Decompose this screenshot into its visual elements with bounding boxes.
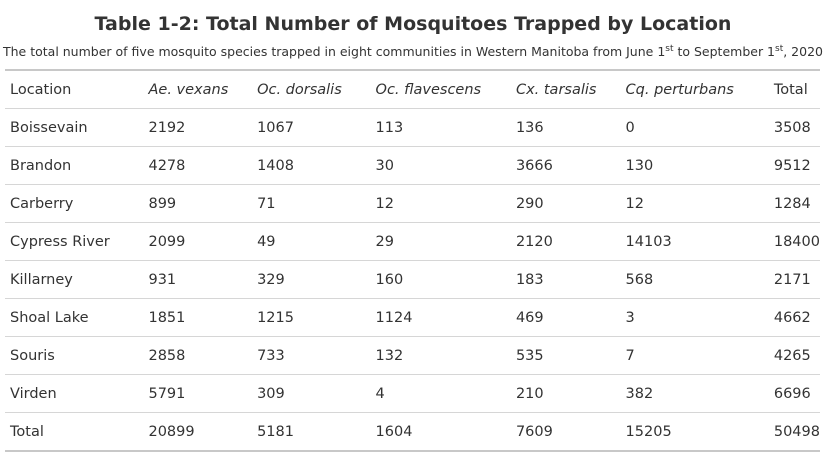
subtitle-sup-1: st bbox=[665, 44, 674, 54]
cell-total: 1284 bbox=[768, 184, 820, 223]
cell-value: 132 bbox=[370, 336, 511, 375]
cell-total: 6696 bbox=[768, 374, 820, 413]
header-ae-vexans: Ae. vexans bbox=[143, 69, 253, 109]
cell-value: 733 bbox=[252, 336, 371, 375]
table-subtitle: The total number of five mosquito specie… bbox=[0, 44, 826, 59]
table-row: Brandon 4278 1408 30 3666 130 9512 bbox=[5, 146, 820, 185]
cell-location: Boissevain bbox=[5, 108, 144, 147]
cell-value: 3 bbox=[620, 298, 769, 337]
header-row: Location Ae. vexans Oc. dorsalis Oc. fla… bbox=[5, 69, 820, 109]
cell-total: 4265 bbox=[768, 336, 820, 375]
cell-value: 14103 bbox=[620, 222, 769, 261]
cell-value: 4 bbox=[370, 374, 511, 413]
cell-value: 0 bbox=[620, 108, 769, 147]
cell-value: 183 bbox=[510, 260, 621, 299]
cell-value: 113 bbox=[370, 108, 511, 147]
cell-value: 2099 bbox=[143, 222, 253, 261]
subtitle-sup-2: st bbox=[775, 44, 784, 54]
cell-value: 160 bbox=[370, 260, 511, 299]
subtitle-text-2: to September 1 bbox=[673, 44, 776, 60]
cell-total: 9512 bbox=[768, 146, 820, 185]
cell-value: 5181 bbox=[252, 412, 371, 452]
cell-value: 931 bbox=[143, 260, 253, 299]
cell-value: 2858 bbox=[143, 336, 253, 375]
cell-value: 20899 bbox=[143, 412, 253, 452]
cell-value: 329 bbox=[252, 260, 371, 299]
cell-location: Shoal Lake bbox=[5, 298, 144, 337]
cell-value: 210 bbox=[510, 374, 621, 413]
cell-total: 50498 bbox=[768, 412, 820, 452]
subtitle-text-1: The total number of five mosquito specie… bbox=[2, 44, 666, 60]
cell-value: 1067 bbox=[252, 108, 371, 147]
header-total: Total bbox=[768, 69, 820, 109]
cell-value: 1124 bbox=[370, 298, 511, 337]
table-row: Shoal Lake 1851 1215 1124 469 3 4662 bbox=[5, 298, 820, 337]
cell-value: 71 bbox=[252, 184, 371, 223]
cell-value: 12 bbox=[370, 184, 511, 223]
cell-location: Carberry bbox=[5, 184, 144, 223]
cell-value: 136 bbox=[510, 108, 621, 147]
cell-total: 4662 bbox=[768, 298, 820, 337]
header-cx-tarsalis: Cx. tarsalis bbox=[510, 69, 621, 109]
cell-value: 30 bbox=[370, 146, 511, 185]
cell-value: 309 bbox=[252, 374, 371, 413]
cell-value: 49 bbox=[252, 222, 371, 261]
table-row: Cypress River 2099 49 29 2120 14103 1840… bbox=[5, 222, 820, 261]
table-row: Killarney 931 329 160 183 568 2171 bbox=[5, 260, 820, 299]
cell-value: 7 bbox=[620, 336, 769, 375]
cell-total: 2171 bbox=[768, 260, 820, 299]
cell-total: 18400 bbox=[768, 222, 820, 261]
cell-value: 2192 bbox=[143, 108, 253, 147]
cell-value: 382 bbox=[620, 374, 769, 413]
cell-value: 2120 bbox=[510, 222, 621, 261]
table-row: Boissevain 2192 1067 113 136 0 3508 bbox=[5, 108, 820, 147]
cell-value: 290 bbox=[510, 184, 621, 223]
cell-value: 4278 bbox=[143, 146, 253, 185]
header-oc-flavescens: Oc. flavescens bbox=[370, 69, 511, 109]
cell-location: Total bbox=[5, 412, 144, 452]
total-row: Total 20899 5181 1604 7609 15205 50498 bbox=[5, 412, 820, 452]
cell-value: 15205 bbox=[620, 412, 769, 452]
table-row: Carberry 899 71 12 290 12 1284 bbox=[5, 184, 820, 223]
cell-value: 568 bbox=[620, 260, 769, 299]
cell-value: 7609 bbox=[510, 412, 621, 452]
cell-value: 469 bbox=[510, 298, 621, 337]
header-cq-perturbans: Cq. perturbans bbox=[620, 69, 769, 109]
cell-location: Killarney bbox=[5, 260, 144, 299]
cell-value: 535 bbox=[510, 336, 621, 375]
cell-total: 3508 bbox=[768, 108, 820, 147]
cell-value: 1215 bbox=[252, 298, 371, 337]
cell-value: 29 bbox=[370, 222, 511, 261]
cell-value: 1408 bbox=[252, 146, 371, 185]
table-title: Table 1-2: Total Number of Mosquitoes Tr… bbox=[94, 13, 732, 35]
cell-location: Cypress River bbox=[5, 222, 144, 261]
header-oc-dorsalis: Oc. dorsalis bbox=[252, 69, 371, 109]
cell-value: 1604 bbox=[370, 412, 511, 452]
cell-value: 12 bbox=[620, 184, 769, 223]
cell-value: 130 bbox=[620, 146, 769, 185]
cell-value: 5791 bbox=[143, 374, 253, 413]
cell-value: 1851 bbox=[143, 298, 253, 337]
subtitle-text-3: , 2020 bbox=[783, 44, 823, 60]
cell-value: 3666 bbox=[510, 146, 621, 185]
cell-location: Brandon bbox=[5, 146, 144, 185]
table-row: Virden 5791 309 4 210 382 6696 bbox=[5, 374, 820, 413]
cell-value: 899 bbox=[143, 184, 253, 223]
table-row: Souris 2858 733 132 535 7 4265 bbox=[5, 336, 820, 375]
header-location: Location bbox=[5, 69, 144, 109]
cell-location: Virden bbox=[5, 374, 144, 413]
mosquito-table: Location Ae. vexans Oc. dorsalis Oc. fla… bbox=[5, 69, 820, 452]
cell-location: Souris bbox=[5, 336, 144, 375]
